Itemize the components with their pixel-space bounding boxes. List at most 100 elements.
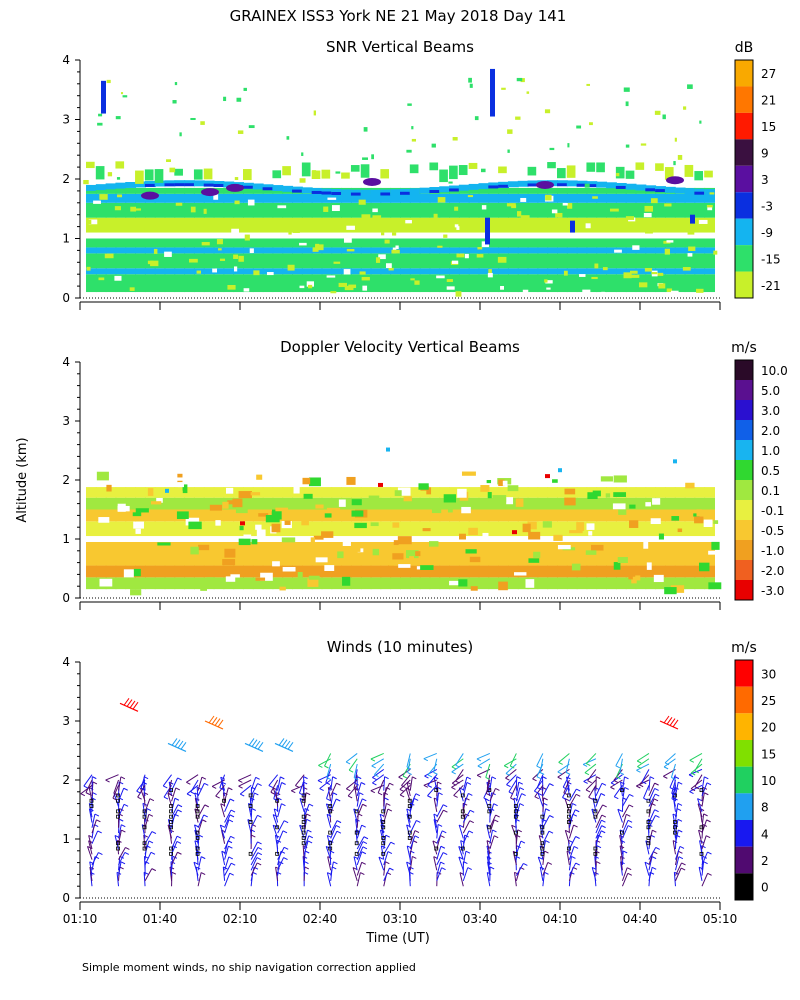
snr-speckle	[307, 284, 313, 289]
doppler-cell	[576, 577, 588, 590]
wind-barb-flag	[202, 819, 207, 823]
doppler-cell	[498, 497, 509, 510]
wind-barb	[536, 774, 544, 788]
doppler-cell	[400, 577, 411, 590]
doppler-speckle	[238, 491, 252, 499]
snr-cell	[517, 202, 529, 218]
wind-barb-flag	[585, 789, 591, 793]
snr-speckle	[650, 198, 658, 204]
snr-cell	[606, 238, 617, 248]
snr-speckle	[249, 248, 254, 254]
doppler-cell	[664, 536, 676, 542]
x-tick-label: 03:10	[383, 912, 418, 926]
calm-wind-marker	[354, 841, 359, 846]
snr-cell	[400, 202, 411, 218]
wind-barb	[424, 768, 438, 777]
calm-wind-marker	[407, 830, 412, 835]
colorbar-frame	[734, 359, 754, 601]
doppler-strong-cell	[378, 482, 383, 487]
snr-speckle	[299, 285, 305, 289]
snr-cell	[292, 189, 303, 193]
calm-wind-marker	[381, 851, 386, 856]
wind-barb-flag	[574, 809, 580, 813]
doppler-cell	[321, 497, 333, 510]
wind-barb-flag	[679, 845, 685, 849]
snr-cell	[223, 181, 235, 188]
wind-barb-flag	[177, 777, 182, 781]
wind-barb-flag	[423, 758, 429, 762]
wind-barb-flag	[148, 840, 154, 844]
doppler-speckle	[393, 540, 399, 546]
y-tick-label: 4	[62, 655, 70, 669]
wind-barb	[383, 776, 386, 791]
doppler-speckle	[405, 550, 419, 559]
snr-cell	[154, 247, 166, 254]
calm-wind-marker	[540, 846, 545, 851]
snr-cell	[606, 187, 617, 194]
doppler-cell	[674, 497, 686, 510]
wind-barb	[670, 763, 676, 778]
snr-speckle	[609, 208, 619, 212]
snr-echo-column	[690, 214, 695, 224]
doppler-cell	[233, 521, 244, 537]
doppler-speckle	[282, 566, 296, 572]
snr-cell	[252, 193, 264, 203]
doppler-cell	[262, 565, 274, 578]
snr-cell	[350, 165, 360, 172]
wind-barb-flag	[306, 818, 311, 822]
wind-barb-flag	[270, 791, 276, 795]
snr-cell	[625, 232, 637, 239]
wind-barb-flag	[328, 786, 333, 790]
wind-barb	[460, 840, 464, 855]
snr-speckle	[709, 192, 715, 195]
doppler-cell	[645, 565, 657, 578]
snr-cell	[272, 232, 284, 239]
wind-barb	[701, 861, 705, 876]
snr-cell	[655, 202, 666, 218]
wind-barb-flag	[628, 804, 634, 808]
snr-speckle	[706, 204, 713, 208]
doppler-cell	[527, 487, 539, 498]
snr-cell	[223, 274, 235, 293]
wind-barb	[584, 763, 597, 774]
doppler-cell	[184, 536, 195, 542]
doppler-cell	[527, 565, 539, 578]
snr-cell	[233, 232, 244, 239]
doppler-speckle	[297, 572, 303, 580]
wind-barb	[674, 829, 679, 844]
wind-barb-flag	[120, 776, 126, 780]
doppler-speckle	[308, 575, 320, 580]
doppler-cell	[292, 521, 303, 537]
calm-wind-marker	[593, 851, 598, 856]
wind-barb	[689, 753, 703, 761]
snr-cell	[86, 274, 97, 293]
wind-barb-flag	[268, 785, 274, 789]
snr-cell	[655, 253, 666, 269]
doppler-cell	[429, 509, 441, 522]
wind-barb-flag	[495, 814, 500, 818]
wind-barb	[489, 788, 496, 802]
wind-barb-flag	[200, 856, 206, 860]
wind-barb-flag	[190, 791, 196, 795]
doppler-speckle	[271, 523, 281, 533]
doppler-cell	[125, 577, 137, 590]
wind-barb-flag	[171, 871, 177, 875]
snr-cell	[429, 189, 441, 193]
snr-cell	[458, 268, 470, 275]
snr-speckle	[336, 219, 342, 224]
doppler-speckle	[403, 496, 412, 502]
colorbar-label: 27	[761, 67, 776, 81]
snr-speckle	[446, 279, 453, 282]
wind-barb-flag	[544, 850, 549, 854]
wind-barb-flag	[432, 840, 438, 844]
x-tick-label: 02:10	[223, 912, 258, 926]
wind-barb-flag	[563, 786, 568, 790]
doppler-cell	[635, 509, 647, 522]
snr-cell	[350, 217, 362, 233]
doppler-cell	[704, 565, 715, 578]
snr-cell	[144, 238, 156, 248]
colorbar-swatch	[735, 660, 753, 687]
snr-cell	[193, 232, 205, 239]
snr-speckle	[312, 170, 317, 173]
snr-cell	[527, 238, 539, 248]
